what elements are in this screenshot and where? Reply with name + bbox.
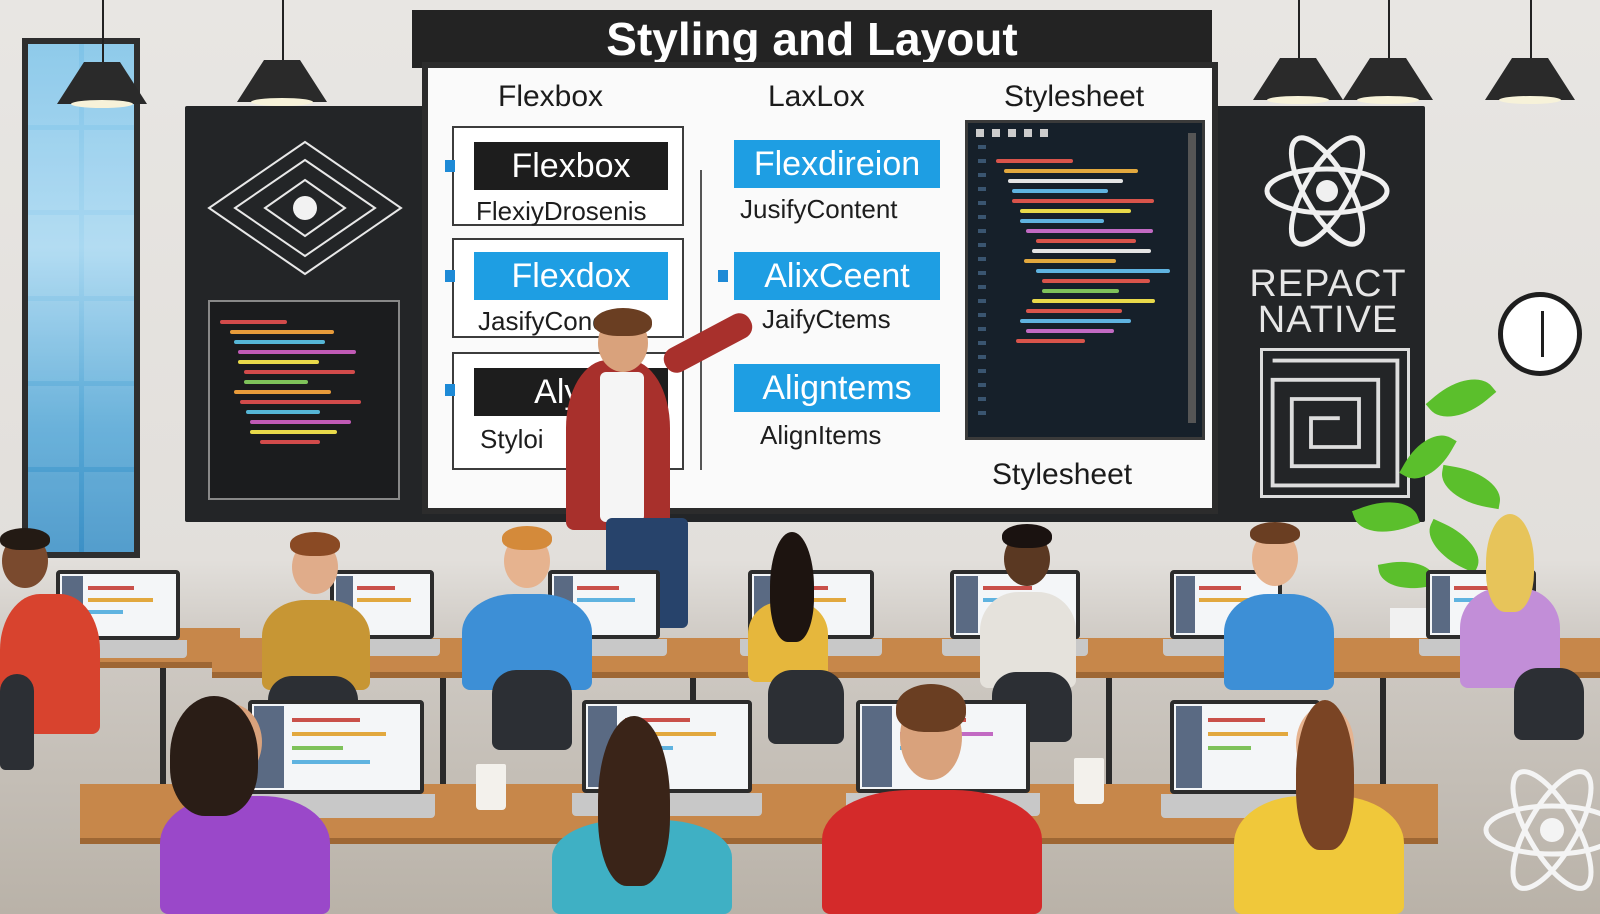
window-glass	[28, 44, 134, 552]
chair	[0, 674, 34, 770]
window-controls	[976, 129, 1048, 137]
react-atom-icon	[1483, 769, 1600, 891]
pill-flexdireion: Flexdireion	[734, 140, 940, 188]
pendant-lamp	[232, 0, 332, 140]
pill-flexbox: Flexbox	[474, 142, 668, 190]
card-subtitle: JaifyCtems	[762, 304, 891, 334]
pill-aligntems: Aligntems	[734, 364, 940, 412]
line-gutter	[978, 145, 986, 425]
maze-icon	[1260, 348, 1410, 498]
bullet-icon	[445, 160, 455, 172]
clock-icon	[1498, 292, 1582, 376]
connector-line	[700, 170, 702, 470]
react-label-line1: REPACT	[1249, 263, 1407, 305]
card-subtitle: AlignItems	[760, 420, 882, 450]
column-heading-stylesheet: Stylesheet	[1004, 80, 1145, 113]
scrollbar	[1188, 133, 1196, 423]
pendant-lamp	[52, 0, 152, 140]
card-subtitle: FlexiyDrosenis	[476, 196, 647, 226]
pill-alixceent: AlixCeent	[734, 252, 940, 300]
react-label-line2: NATIVE	[1257, 299, 1399, 341]
code-editor-panel	[965, 120, 1205, 440]
card-subtitle: JusifyContent	[740, 194, 898, 224]
pendant-lamp	[1248, 0, 1348, 140]
board-footer-label: Stylesheet	[992, 458, 1133, 491]
chalk-diamond-icon	[207, 140, 403, 276]
bullet-icon	[718, 270, 728, 282]
column-heading-flexbox: Flexbox	[498, 80, 604, 113]
page-title: Styling and Layout	[412, 10, 1212, 68]
pendant-lamp	[1480, 0, 1580, 140]
chair	[768, 670, 844, 744]
pill-flexdox: Flexdox	[474, 252, 668, 300]
cup	[1074, 758, 1104, 804]
window	[22, 38, 140, 558]
card-subtitle: Styloi	[480, 424, 544, 454]
bullet-icon	[445, 384, 455, 396]
column-heading-laxlox: LaxLox	[768, 80, 865, 113]
cup	[476, 764, 506, 810]
chalk-code-sketch	[208, 300, 400, 500]
pendant-lamp	[1338, 0, 1438, 140]
chair	[1514, 668, 1584, 740]
react-atom-icon	[1264, 135, 1390, 247]
react-native-label: REPACT NATIVE	[1248, 263, 1408, 341]
chair	[492, 670, 572, 750]
bullet-icon	[445, 270, 455, 282]
